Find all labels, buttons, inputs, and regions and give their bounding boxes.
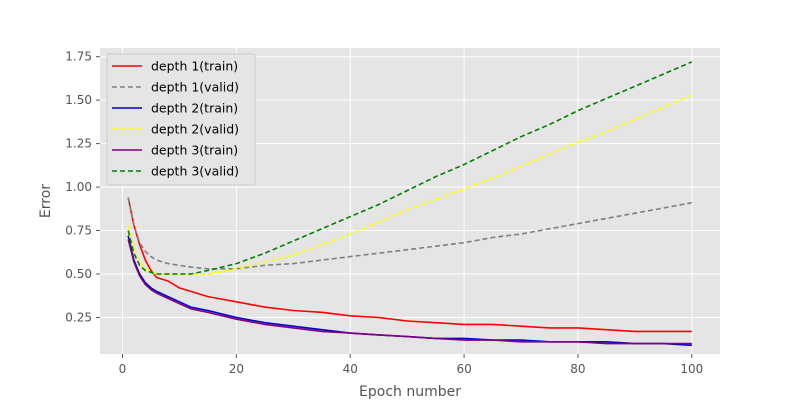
y-tick-label: 1.00 <box>65 180 92 194</box>
y-tick-label: 0.25 <box>65 310 92 324</box>
x-axis-ticks: 0 20 40 60 80 100 <box>119 354 703 376</box>
y-axis-ticks: 0.25 0.50 0.75 1.00 1.25 1.50 1.75 <box>65 50 100 324</box>
legend-label: depth 1(train) <box>151 59 238 74</box>
x-tick-label: 0 <box>119 362 127 376</box>
series-line-2 <box>127 197 692 270</box>
legend-label: depth 2(train) <box>151 101 238 116</box>
y-tick-label: 1.25 <box>65 137 92 151</box>
legend-label: depth 2(valid) <box>151 122 239 137</box>
x-tick-label: 40 <box>343 362 358 376</box>
legend-box <box>106 53 256 186</box>
x-axis-label: Epoch number <box>359 384 461 400</box>
y-tick-label: 1.50 <box>65 93 92 107</box>
legend-label: depth 3(valid) <box>151 164 239 179</box>
series-line-5 <box>127 239 692 345</box>
series-lines <box>127 61 693 347</box>
y-tick-label: 0.50 <box>65 267 92 281</box>
x-tick-label: 20 <box>229 362 244 376</box>
y-tick-label: 0.75 <box>65 224 92 238</box>
x-tick-label: 100 <box>680 362 703 376</box>
y-tick-label: 1.75 <box>65 50 92 64</box>
legend: depth 1(train) depth 1(valid) depth 2(trai… <box>106 53 256 186</box>
series-line-6 <box>127 61 693 275</box>
x-tick-label: 60 <box>456 362 471 376</box>
legend-label: depth 1(valid) <box>151 80 239 95</box>
y-axis-label: Error <box>38 184 54 218</box>
legend-label: depth 3(train) <box>151 143 238 158</box>
x-tick-label: 80 <box>570 362 585 376</box>
